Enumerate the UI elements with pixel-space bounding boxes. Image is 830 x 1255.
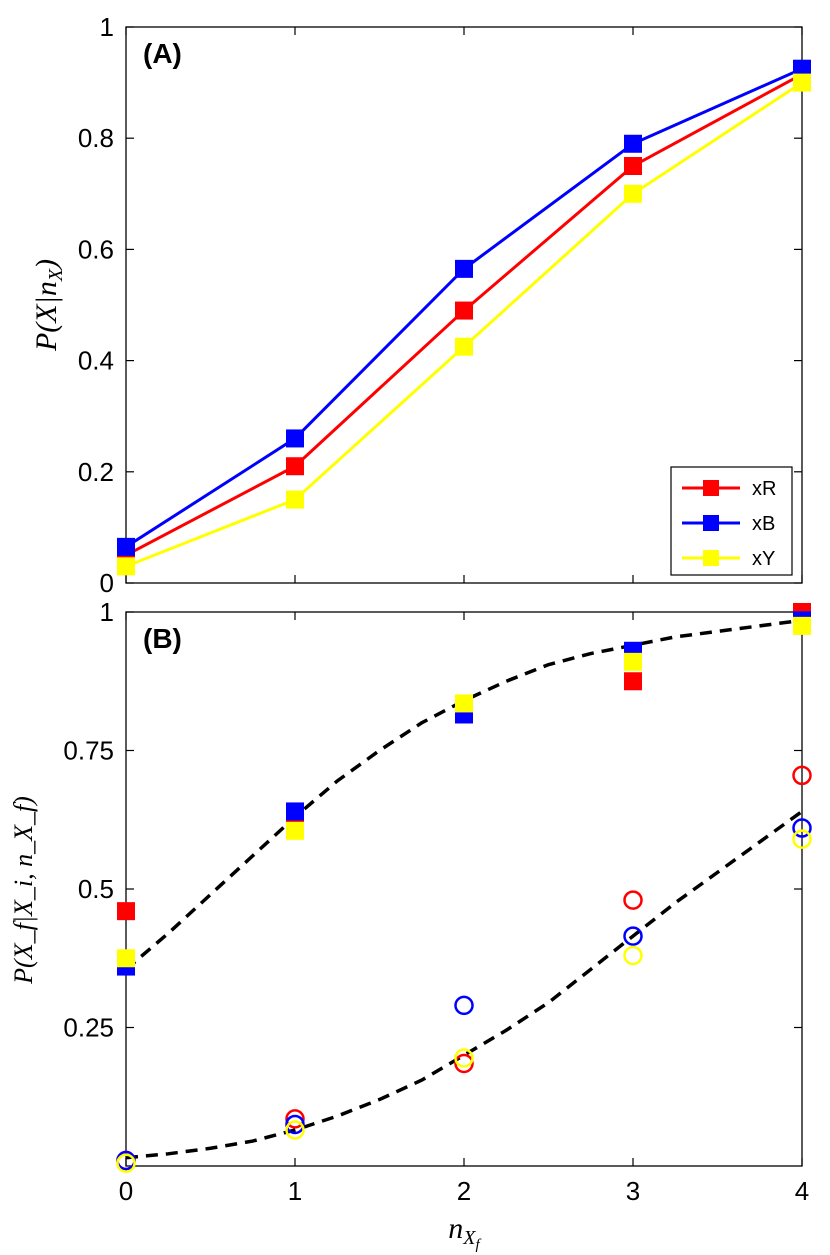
- panel-b-point-xY-circle: [792, 829, 812, 849]
- panel-b-point-xY-square: [624, 652, 642, 671]
- panel-b-point-xY-square: [793, 616, 811, 635]
- panel-b-xtick-label: 2: [457, 1176, 471, 1206]
- panel-b-xtick-label: 0: [119, 1176, 133, 1206]
- panel-b-xtick-label: 1: [288, 1176, 302, 1206]
- panel-b-ytick-label: 0.75: [63, 736, 114, 766]
- legend-entry-xR: xR: [682, 478, 776, 500]
- panel-b-point-xR-circle: [623, 890, 643, 910]
- legend: xR xB xY: [670, 466, 793, 576]
- panel-a-point-xY-square: [117, 557, 135, 576]
- panel-b-point-xR-square: [117, 902, 135, 921]
- panel-b-point-xY-square: [455, 694, 473, 713]
- panel-b-ytick-label: 0.25: [63, 1013, 114, 1043]
- panel-b-point-xY-circle: [623, 945, 643, 966]
- panel-b-ytick-label: 1: [100, 597, 114, 627]
- panel-a-ytick-label: 0.8: [78, 123, 114, 153]
- panel-b-point-xY-circle: [454, 1048, 474, 1068]
- panel-a-point-xR-square: [624, 157, 642, 175]
- panel-a-ytick-label: 0.6: [78, 234, 114, 264]
- panel-b-point-xR-circle: [792, 765, 812, 786]
- panel-a-ytick-label: 0.4: [78, 346, 114, 376]
- panel-a-point-xY-square: [286, 490, 304, 509]
- panel-b-point-xB-circle: [454, 995, 474, 1016]
- legend-marker-xB: [703, 515, 719, 531]
- panel-a-point-xR-square: [286, 457, 304, 476]
- panel-a-point-xB-square: [286, 429, 304, 448]
- panel-b-xtick-label: 4: [795, 1176, 809, 1206]
- panel-b-ytick-label: 0.5: [78, 874, 114, 904]
- panel-b-point-xY-square: [286, 821, 304, 840]
- panel-a-ticks: 0 0.2 0.4 0.6 0.8 1: [78, 12, 803, 598]
- upper-fit-line: [124, 618, 803, 971]
- panel-a-point-xY-square: [624, 184, 642, 203]
- legend-label-xY: xY: [752, 548, 775, 570]
- panel-a-point-xB-square: [455, 259, 473, 278]
- panel-a-point-xB-square: [624, 134, 642, 153]
- panel-a-point-xY-square: [455, 337, 473, 356]
- legend-entry-xY: xY: [682, 548, 775, 570]
- panel-b-point-xY-square: [117, 949, 135, 968]
- panel-b-point-xY-circle: [116, 1153, 136, 1173]
- legend-label-xR: xR: [752, 478, 776, 500]
- legend-entry-xB: xB: [682, 513, 775, 535]
- panel-b-fits: [124, 618, 804, 1160]
- panel-a-markers: [117, 59, 811, 576]
- panel-b-markers: [116, 603, 812, 1173]
- legend-marker-xY: [703, 550, 719, 566]
- panel-a: 0 0.2 0.4 0.6 0.8 1 (A) P(X|nX) xR xB xY: [30, 12, 811, 598]
- panel-a-ytick-label: 1: [100, 12, 114, 42]
- panel-a-ytick-label: 0.2: [78, 457, 114, 487]
- panel-a-point-xY-square: [793, 73, 811, 92]
- panel-b-xtick-label: 3: [626, 1176, 640, 1206]
- panel-a-point-xB-square: [793, 59, 811, 78]
- panel-b-point-xR-circle: [454, 1053, 474, 1074]
- panel-b-point-xB-square: [286, 802, 304, 821]
- panel-b-point-xR-square: [624, 672, 642, 691]
- panel-b-point-xR-circle: [285, 1109, 305, 1129]
- panel-b-point-xY-circle: [285, 1120, 305, 1140]
- panel-a-title: (A): [143, 38, 182, 69]
- panel-b-point-xB-circle: [792, 818, 812, 838]
- panel-b-title: (B): [143, 623, 182, 654]
- panel-a-ytick-label: 0: [100, 568, 114, 598]
- legend-label-xB: xB: [752, 513, 775, 535]
- panel-b-xlabel: nXf: [448, 1212, 481, 1253]
- panel-b-point-xB-circle: [623, 926, 643, 946]
- legend-marker-xR: [703, 480, 719, 496]
- panel-a-ylabel: P(X|nX): [30, 259, 67, 352]
- panel-a-point-xR-square: [455, 301, 473, 320]
- panel-b-ylabel: P(X_f|X_i, n_X_f): [9, 796, 38, 985]
- panel-a-point-xB-square: [117, 537, 135, 556]
- panel-b-point-xB-circle: [285, 1114, 305, 1135]
